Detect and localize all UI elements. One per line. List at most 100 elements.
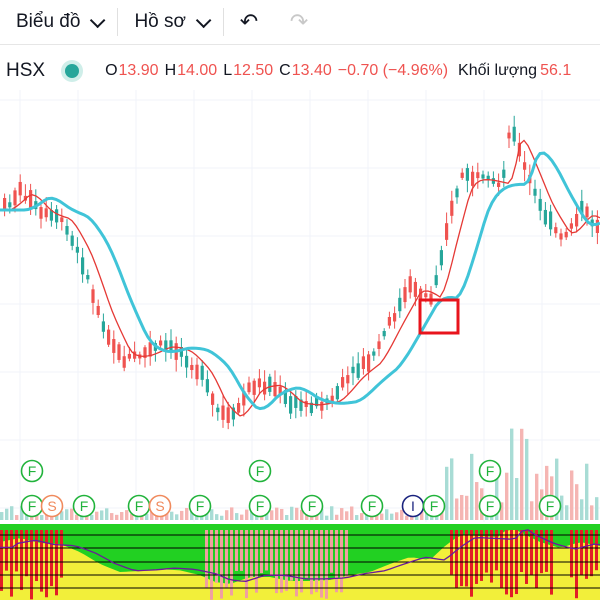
- candle-body: [8, 202, 12, 208]
- indicator-bar: [225, 530, 228, 588]
- candle-body: [148, 342, 152, 357]
- candle-body: [55, 209, 59, 223]
- candle-body: [81, 257, 85, 275]
- volume-bar: [290, 506, 294, 520]
- volume-bar: [40, 515, 44, 520]
- open-label: O: [105, 62, 118, 79]
- indicator-bar: [5, 530, 8, 571]
- event-marker-label: F: [368, 498, 377, 514]
- indicator-bar: [345, 530, 348, 577]
- toolbar-divider: [117, 8, 119, 36]
- volume-bar: [380, 513, 384, 520]
- volume-bar: [590, 505, 594, 520]
- volume-bar: [505, 472, 509, 520]
- candle-body: [398, 297, 402, 312]
- indicator-bar: [485, 530, 488, 573]
- volume-bar: [175, 514, 179, 520]
- volume-bar: [355, 515, 359, 520]
- candle-body: [39, 207, 43, 219]
- volume-bar: [390, 513, 394, 520]
- volume-bar: [195, 515, 199, 520]
- candle-body: [44, 208, 48, 218]
- redo-icon[interactable]: ↷: [289, 9, 309, 34]
- volume-bar: [545, 465, 549, 520]
- event-marker-icon: [538, 494, 562, 518]
- event-marker-label: F: [308, 498, 317, 514]
- candle-body: [283, 390, 287, 404]
- high-value: 14.00: [177, 62, 218, 79]
- candle-body: [569, 223, 573, 229]
- candle-body: [185, 355, 189, 368]
- indicator-bar: [470, 530, 473, 597]
- candle-body: [3, 197, 7, 210]
- candle-body: [445, 223, 449, 240]
- candle-body: [263, 381, 267, 395]
- candle-body: [434, 275, 438, 286]
- indicator-bar: [305, 530, 308, 578]
- candle-body: [273, 382, 277, 397]
- indicator-bar: [0, 530, 3, 591]
- indicator-bar: [50, 530, 53, 587]
- event-marker-label: S: [155, 498, 164, 514]
- candle-body: [554, 227, 558, 234]
- volume-bar: [240, 514, 244, 520]
- event-marker-label: S: [47, 498, 56, 514]
- volume-bar: [340, 508, 344, 520]
- volume-bar: [280, 508, 284, 520]
- candle-body: [75, 246, 79, 253]
- indicator-bar: [280, 530, 283, 593]
- chart-menu-button[interactable]: Biểu đồ: [0, 0, 117, 44]
- candle-body: [278, 386, 282, 396]
- undo-icon[interactable]: ↶: [239, 9, 259, 34]
- volume-bar: [220, 515, 224, 520]
- volume-bar: [50, 514, 54, 520]
- profile-menu-button[interactable]: Hồ sơ: [118, 0, 223, 44]
- candle-body: [512, 126, 516, 142]
- volume-bar: [400, 509, 404, 520]
- candle-body: [190, 364, 194, 371]
- candle-body: [122, 356, 126, 368]
- volume-value: 56.1: [540, 62, 572, 79]
- candle-body: [49, 210, 53, 221]
- indicator-bar: [575, 530, 578, 599]
- volume-bar: [75, 514, 79, 520]
- candle-body: [231, 407, 235, 420]
- indicator-bar: [245, 530, 248, 599]
- indicator-bar: [530, 530, 533, 575]
- volume-bar: [25, 513, 29, 520]
- candle-body: [549, 211, 553, 230]
- candle-body: [424, 293, 428, 298]
- volume-bar: [170, 511, 174, 520]
- indicator-bar: [230, 530, 233, 596]
- volume-bar: [0, 512, 4, 520]
- candle-body: [247, 382, 251, 393]
- low-label: L: [223, 62, 233, 79]
- candle-body: [226, 407, 230, 423]
- chart-menu-label: Biểu đồ: [16, 11, 81, 32]
- volume-bar: [10, 506, 14, 520]
- volume-bar: [515, 478, 519, 520]
- volume-bar: [20, 506, 24, 520]
- candle-body: [179, 347, 183, 357]
- event-marker-icon: [360, 494, 384, 518]
- volume-bar: [360, 513, 364, 520]
- event-marker-icon: [478, 494, 502, 518]
- indicator-bar: [595, 530, 598, 571]
- candle-body: [101, 321, 105, 332]
- candle-body: [382, 330, 386, 337]
- indicator-bar: [500, 530, 503, 588]
- toolbar-divider: [222, 8, 224, 36]
- indicator-signal-line: [0, 529, 600, 582]
- volume-bar: [130, 513, 134, 520]
- volume-bar: [560, 495, 564, 520]
- volume-bar: [395, 512, 399, 520]
- volume-bar: [90, 514, 94, 520]
- event-marker-label: F: [80, 498, 89, 514]
- candle-body: [65, 226, 69, 235]
- candle-body: [538, 198, 542, 211]
- volume-bar: [145, 513, 149, 520]
- volume-bar: [445, 466, 449, 520]
- candle-body: [486, 175, 490, 180]
- moving-average-slow: [0, 151, 600, 411]
